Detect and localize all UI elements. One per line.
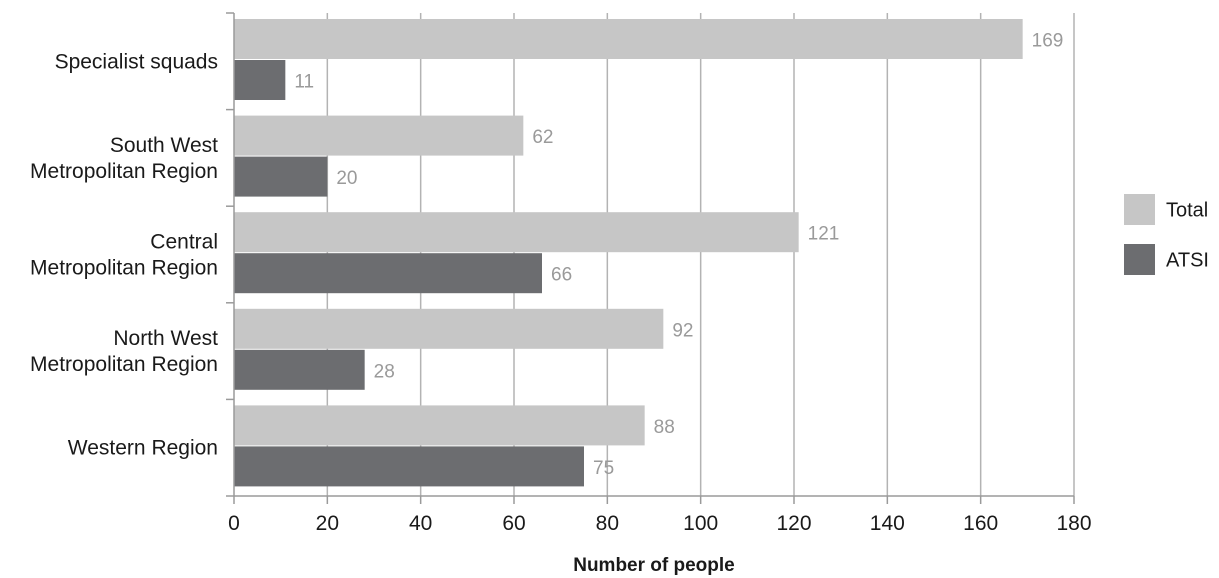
- x-tick-label: 120: [776, 512, 811, 535]
- category-label: Central Metropolitan Region: [30, 231, 218, 280]
- category-label-line: Metropolitan Region: [30, 160, 218, 183]
- x-tick-label: 180: [1056, 512, 1091, 535]
- data-label: 11: [294, 72, 314, 93]
- category-label-line: North West: [113, 327, 218, 350]
- category-label: Western Region: [68, 437, 218, 460]
- category-label-line: Specialist squads: [55, 50, 218, 73]
- category-label-line: South West: [110, 134, 218, 157]
- x-tick-label: 160: [963, 512, 998, 535]
- x-tick-label: 80: [596, 512, 619, 535]
- legend-label: ATSI: [1166, 250, 1209, 272]
- bar-atsi-0: [234, 60, 286, 100]
- data-label: 66: [551, 265, 572, 286]
- axes: [226, 12, 1075, 504]
- x-tick-label: 100: [683, 512, 718, 535]
- bar-atsi-2: [234, 253, 542, 294]
- bar-total-4: [234, 405, 645, 446]
- x-tick-label: 20: [316, 512, 339, 535]
- bar-total-0: [234, 19, 1023, 59]
- x-tick-label: 60: [502, 512, 525, 535]
- bar-total-1: [234, 115, 524, 156]
- gridlines: [326, 13, 1075, 496]
- bar-atsi-4: [234, 446, 584, 487]
- bar-total-3: [234, 308, 664, 349]
- data-label: 88: [654, 417, 675, 438]
- data-label: 62: [532, 127, 553, 148]
- bar-atsi-1: [234, 156, 328, 197]
- x-tick-label: 140: [870, 512, 905, 535]
- data-label: 121: [808, 224, 840, 245]
- data-label: 169: [1032, 31, 1064, 52]
- bar-total-2: [234, 212, 799, 253]
- labels: 0 20 40 60 80 100 120 140 160 180 169 11 Specialist …: [30, 31, 1091, 536]
- category-label-line: Western Region: [68, 437, 218, 460]
- x-tick-label: 40: [409, 512, 432, 535]
- x-axis-title: Number of people: [573, 555, 735, 576]
- category-label-line: Central: [150, 231, 218, 254]
- bar-atsi-3: [234, 349, 365, 390]
- bars: [234, 19, 1023, 487]
- data-label: 92: [672, 320, 693, 341]
- data-label: 20: [336, 168, 357, 189]
- legend-label: Total: [1166, 200, 1208, 222]
- data-label: 75: [593, 458, 614, 479]
- category-label: North West Metropolitan Region: [30, 327, 218, 376]
- x-tick-label: 0: [228, 512, 240, 535]
- category-label: Specialist squads: [55, 50, 218, 73]
- legend-swatch-total: [1124, 194, 1155, 225]
- data-label: 28: [374, 361, 395, 382]
- legend-swatch-atsi: [1124, 244, 1155, 275]
- category-label: South West Metropolitan Region: [30, 134, 218, 183]
- category-label-line: Metropolitan Region: [30, 353, 218, 376]
- category-label-line: Metropolitan Region: [30, 257, 218, 280]
- legend: Total ATSI: [1124, 194, 1209, 275]
